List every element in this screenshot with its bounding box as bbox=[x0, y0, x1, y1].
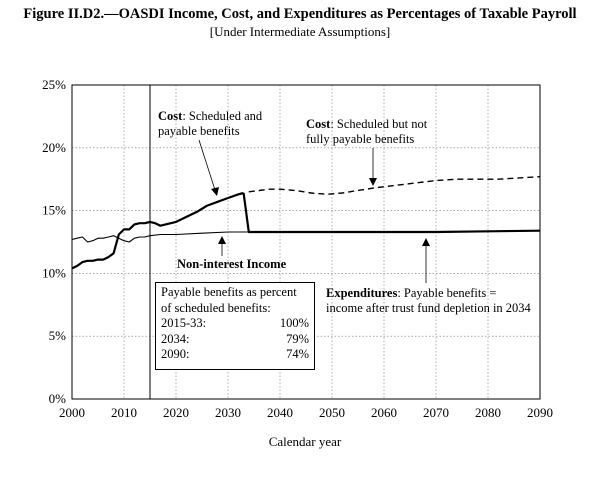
cost-label-text: : Scheduled and bbox=[182, 109, 263, 123]
x-tick-label: 2010 bbox=[111, 405, 137, 420]
y-tick-label: 5% bbox=[49, 328, 67, 343]
arrow-cost-scheduled bbox=[198, 139, 216, 191]
arrowhead-non-interest-income bbox=[218, 236, 226, 244]
x-tick-label: 2090 bbox=[527, 405, 553, 420]
y-tick-label: 15% bbox=[42, 203, 66, 218]
box-heading-line2: of scheduled benefits: bbox=[161, 300, 271, 315]
x-tick-label: 2080 bbox=[475, 405, 501, 420]
cost-scheduled-payable-label-line1: Cost: Scheduled and bbox=[158, 109, 263, 123]
arrowhead-cost-not-payable bbox=[369, 178, 377, 186]
payable-benefits-box: Payable benefits as percent of scheduled… bbox=[155, 282, 315, 370]
cost-payable-line bbox=[71, 191, 244, 270]
box-heading-line1: Payable benefits as percent bbox=[161, 285, 297, 299]
x-tick-label: 2040 bbox=[267, 405, 293, 420]
cost2-label-text: : Scheduled but not bbox=[330, 117, 427, 131]
cost2-label-bold: Cost bbox=[306, 117, 331, 131]
box-row-label: 2090: bbox=[161, 347, 190, 361]
non-interest-income-label: Non-interest Income bbox=[177, 257, 287, 271]
box-row-value: 79% bbox=[286, 331, 309, 346]
box-row-2034: 2034: 79% bbox=[161, 332, 309, 348]
expenditures-label-line2: income after trust fund depletion in 203… bbox=[326, 301, 532, 315]
y-tick-label: 10% bbox=[42, 265, 66, 280]
expenditures-line bbox=[242, 192, 541, 234]
x-axis-label: Calendar year bbox=[269, 434, 342, 449]
box-row-label: 2015-33: bbox=[161, 316, 207, 330]
box-row-value: 74% bbox=[286, 347, 309, 361]
x-tick-label: 2060 bbox=[371, 405, 397, 420]
box-row-2015-33: 2015-33: 100% bbox=[161, 316, 309, 332]
cost-label-bold: Cost bbox=[158, 109, 183, 123]
expenditures-label-bold: Expenditures bbox=[326, 286, 397, 300]
expenditures-label-text: : Payable benefits = bbox=[397, 286, 496, 300]
x-tick-label: 2020 bbox=[163, 405, 189, 420]
cost-scheduled-payable-label-line2: payable benefits bbox=[158, 124, 240, 138]
cost-scheduled-not-payable-label-line2: fully payable benefits bbox=[306, 132, 414, 146]
y-tick-label: 0% bbox=[49, 391, 67, 406]
tick-labels: 0% 5% 10% 15% 20% 25% 2000 2010 2020 2030 2040 2050… bbox=[42, 77, 553, 420]
box-row-2090: 2090: 74% bbox=[161, 347, 309, 363]
cost-scheduled-not-payable-label-line1: Cost: Scheduled but not bbox=[306, 117, 428, 131]
chart-subtitle: [Under Intermediate Assumptions] bbox=[209, 24, 391, 39]
series-layer bbox=[71, 176, 541, 270]
expenditures-label-line1: Expenditures: Payable benefits = bbox=[326, 286, 496, 300]
plot-frame bbox=[71, 84, 541, 400]
annotation-arrows bbox=[198, 139, 430, 283]
x-tick-label: 2050 bbox=[319, 405, 345, 420]
y-tick-label: 20% bbox=[42, 140, 66, 155]
y-tick-label: 25% bbox=[42, 77, 66, 92]
arrowhead-cost-scheduled bbox=[211, 187, 219, 196]
chart-title: Figure II.D2.—OASDI Income, Cost, and Ex… bbox=[23, 6, 577, 22]
x-tick-label: 2070 bbox=[423, 405, 449, 420]
box-row-value: 100% bbox=[279, 316, 309, 330]
x-tick-label: 2000 bbox=[59, 405, 85, 420]
box-row-label: 2034: bbox=[161, 331, 190, 346]
arrowhead-expenditures bbox=[422, 238, 430, 246]
x-tick-label: 2030 bbox=[215, 405, 241, 420]
axes bbox=[71, 84, 541, 400]
cost-scheduled-dashed-line bbox=[248, 176, 541, 196]
